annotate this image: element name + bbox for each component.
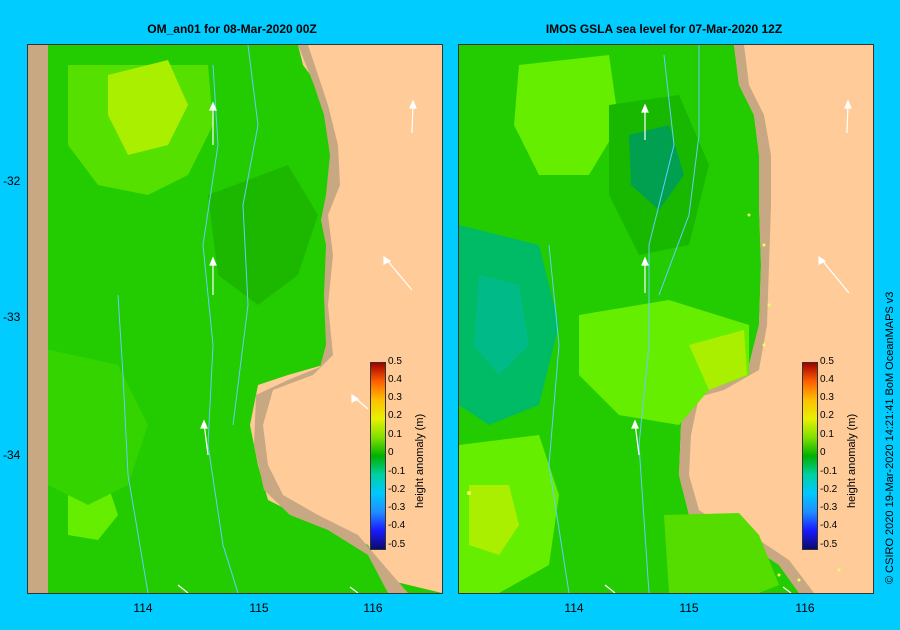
y-tick: -34 <box>3 448 21 462</box>
colorbar-label: 0.3 <box>820 392 834 403</box>
colorbar-left <box>370 362 386 550</box>
colorbar-label: -0.4 <box>388 520 406 531</box>
x-tick: 115 <box>249 601 269 615</box>
x-tick: 116 <box>795 601 815 615</box>
credit-text: © CSIRO 2020 19-Mar-2020 14:21:41 BoM Oc… <box>884 291 896 584</box>
colorbar-label: 0.4 <box>388 374 402 385</box>
colorbar-label: 0.1 <box>820 429 834 440</box>
left-map-title: OM_an01 for 08-Mar-2020 00Z <box>147 22 317 36</box>
colorbar-label: 0.4 <box>820 374 834 385</box>
anomaly-blob <box>629 125 684 210</box>
isobath <box>638 54 675 593</box>
anomaly-blob <box>474 275 529 375</box>
isobath <box>658 45 700 296</box>
colorbar-label: 0 <box>388 447 394 458</box>
x-tick: 114 <box>133 601 153 615</box>
isobath <box>232 45 259 426</box>
colorbar-label: 0.1 <box>388 429 402 440</box>
colorbar-label: -0.2 <box>388 484 406 495</box>
colorbar-right <box>802 362 818 550</box>
colorbar-label: 0.2 <box>388 410 402 421</box>
anomaly-blob <box>208 165 318 305</box>
x-tick: 116 <box>363 601 383 615</box>
anomaly-blob <box>28 45 48 593</box>
right-map-canvas <box>459 45 852 593</box>
current-vectors <box>177 99 417 593</box>
anomaly-blob <box>664 513 779 593</box>
colorbar-label: 0.5 <box>820 356 834 367</box>
colorbar-label: -0.5 <box>820 539 838 550</box>
colorbar-title: height anomaly (m) <box>414 413 426 508</box>
anomaly-blob <box>108 60 188 155</box>
isobath <box>202 64 239 593</box>
left-map-canvas <box>28 45 442 593</box>
isobath <box>117 294 149 593</box>
anomaly-blob <box>689 330 747 390</box>
colorbar-label: -0.5 <box>388 539 406 550</box>
anomaly-blob <box>28 345 148 505</box>
x-tick: 114 <box>564 601 584 615</box>
colorbar-label: -0.3 <box>820 502 838 513</box>
colorbar-label: 0.5 <box>388 356 402 367</box>
observation-points <box>467 213 841 582</box>
colorbar-title: height anomaly (m) <box>846 413 858 508</box>
anomaly-blob <box>579 300 749 425</box>
y-tick: -32 <box>3 174 21 188</box>
colorbar-label: -0.2 <box>820 484 838 495</box>
y-tick: -33 <box>3 310 21 324</box>
shelf-region <box>254 45 408 593</box>
isobath <box>548 244 570 593</box>
left-map-panel[interactable] <box>27 44 443 594</box>
colorbar-label: 0.2 <box>820 410 834 421</box>
colorbar-label: -0.4 <box>820 520 838 531</box>
anomaly-blob <box>514 55 619 175</box>
x-tick: 115 <box>679 601 699 615</box>
right-map-panel[interactable] <box>458 44 874 594</box>
colorbar-label: 0 <box>820 447 826 458</box>
colorbar-label: -0.1 <box>388 466 406 477</box>
colorbar-label: -0.1 <box>820 466 838 477</box>
current-vectors <box>604 99 852 593</box>
anomaly-blob <box>469 485 519 555</box>
right-map-title: IMOS GSLA sea level for 07-Mar-2020 12Z <box>545 22 783 36</box>
colorbar-label: -0.3 <box>388 502 406 513</box>
colorbar-label: 0.3 <box>388 392 402 403</box>
